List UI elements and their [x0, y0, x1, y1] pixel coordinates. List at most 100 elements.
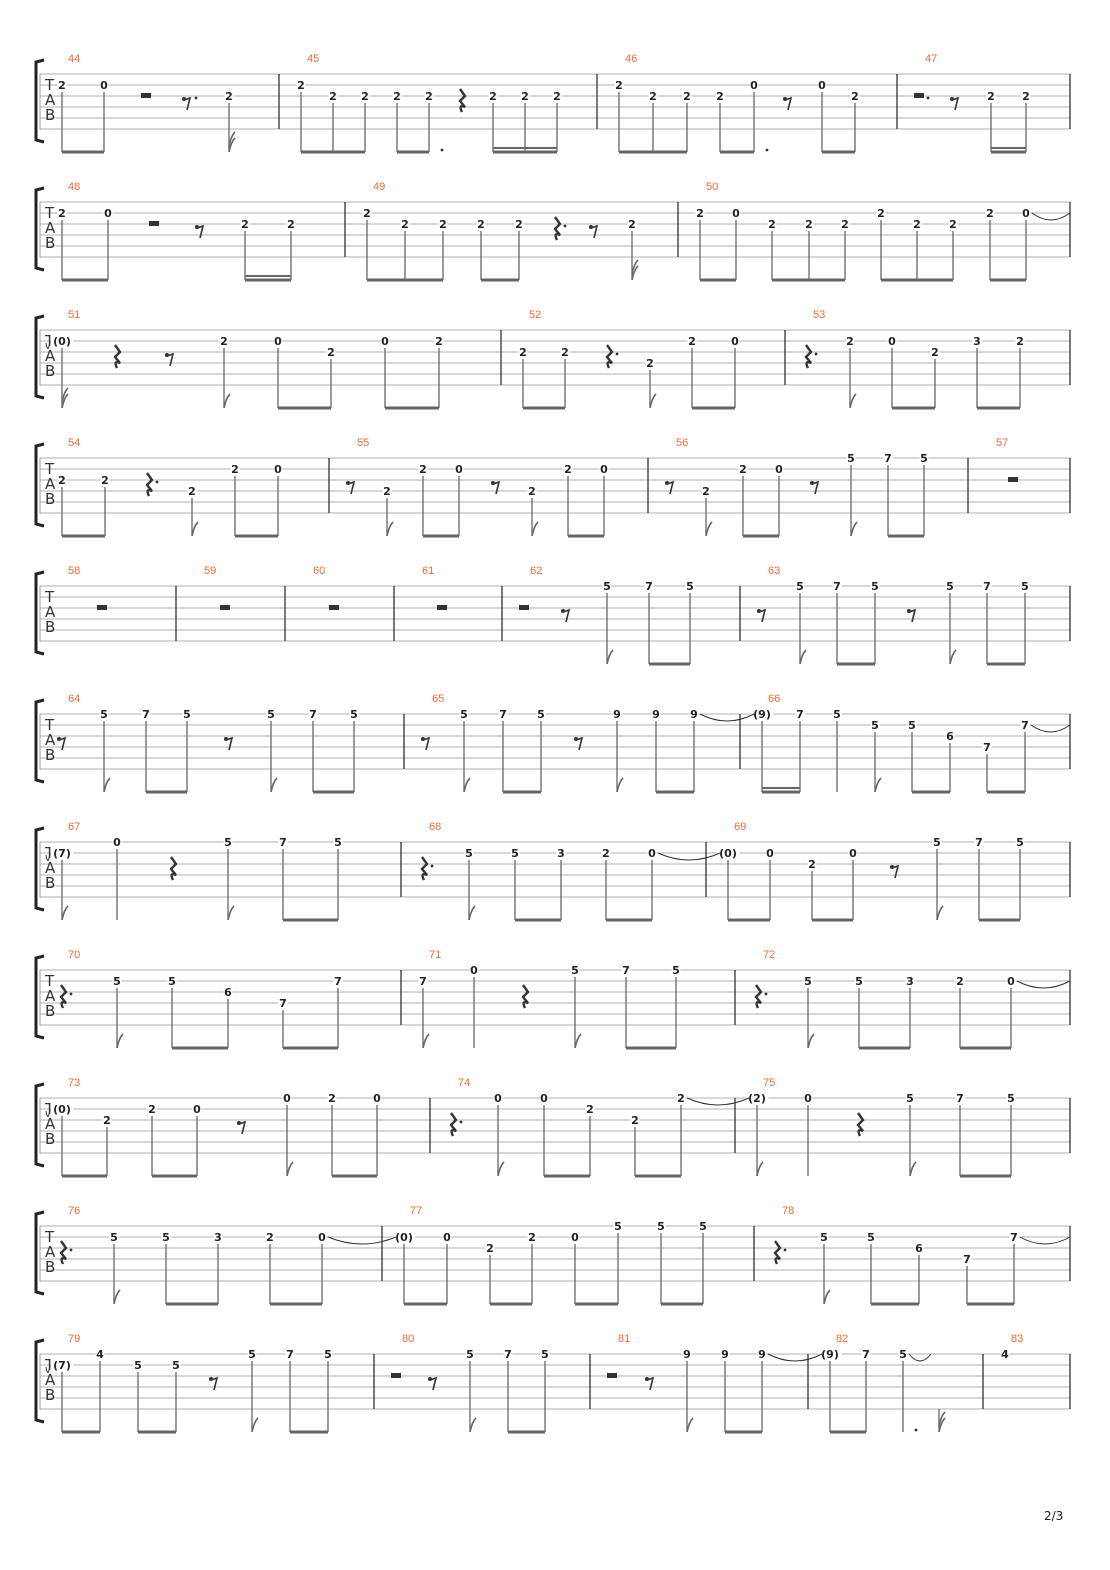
eighth-rest-glyph — [422, 736, 431, 751]
tie-arc — [657, 852, 721, 861]
fret-number: 7 — [279, 836, 287, 849]
dot — [783, 1248, 787, 1252]
note-flag — [469, 1417, 477, 1433]
fret-number: 0 — [849, 847, 857, 860]
note-bg — [109, 1231, 119, 1242]
tab-note: 5 — [866, 1231, 876, 1304]
fret-number: 5 — [1007, 1092, 1015, 1105]
note-bg — [985, 207, 995, 218]
rest-16 — [182, 96, 198, 111]
tab-note: 2 — [224, 90, 236, 153]
fret-number: 7 — [983, 741, 991, 754]
fret-number: 7 — [286, 1348, 294, 1361]
measure-number: 77 — [410, 1205, 422, 1217]
tab-note: 2 — [912, 218, 922, 280]
tab-note: 6 — [945, 730, 955, 792]
fret-number: 5 — [796, 580, 804, 593]
fret-number: 5 — [134, 1359, 142, 1372]
note-bg — [962, 1253, 972, 1264]
note-flag — [874, 777, 882, 793]
system-bracket — [34, 570, 45, 656]
fret-number: 5 — [867, 1231, 875, 1244]
tab-note: 3 — [905, 975, 915, 1048]
note-bg — [803, 1092, 813, 1103]
note-flag — [574, 1033, 582, 1049]
note-bg — [986, 90, 996, 101]
quarter-rest-glyph — [145, 472, 154, 497]
measure-number: 68 — [429, 821, 441, 833]
tab-note: 9 — [720, 1348, 730, 1432]
staff-system: TAB 48 2 0 2 2 49 2 2 2 2 2 2 50 2 0 2 2 2 2 2 2 2 0 — [34, 181, 1071, 282]
note-bg — [57, 207, 67, 218]
note-bg — [282, 1092, 292, 1103]
measure-number: 64 — [68, 693, 80, 705]
tab-note: 5 — [602, 580, 614, 665]
fret-number: (7) — [53, 1359, 71, 1372]
fret-number: 6 — [946, 730, 954, 743]
fret-number: 5 — [672, 964, 680, 977]
tab-note: 0 — [469, 964, 479, 1048]
note-flag — [938, 1417, 946, 1433]
measure-number: 63 — [768, 565, 780, 577]
tab-note: 7 — [883, 452, 893, 536]
note-flag — [936, 905, 944, 921]
measure-number: 70 — [68, 949, 80, 961]
tab-note: 0 — [99, 79, 109, 152]
tab-note: 7 — [974, 836, 984, 920]
quarter-rest-glyph — [59, 1240, 68, 1265]
note-flag — [61, 905, 69, 921]
fret-number: 7 — [963, 1253, 971, 1266]
rest-8 — [561, 608, 571, 623]
quarter-rest-glyph — [773, 1240, 782, 1265]
fret-number: 5 — [908, 719, 916, 732]
note-bg — [765, 847, 775, 858]
note-bg — [1020, 719, 1030, 730]
tab-note: 7 — [278, 997, 288, 1048]
tab-note: 2 — [382, 485, 394, 537]
note-bg — [539, 1092, 549, 1103]
fret-number: 5 — [946, 580, 954, 593]
note-bg — [945, 580, 955, 591]
rest-8 — [195, 224, 205, 239]
fret-number: 3 — [214, 1231, 222, 1244]
fret-number: 5 — [906, 1092, 914, 1105]
tab-note: 0 — [848, 847, 858, 920]
note-flag — [606, 649, 614, 665]
fret-number: 2 — [58, 474, 66, 487]
fret-number: 2 — [808, 858, 816, 871]
rest-block — [391, 1373, 401, 1378]
fret-number: 0 — [274, 463, 282, 476]
note-bg — [907, 719, 917, 730]
tab-note: 2 — [986, 90, 996, 152]
fret-number: 2 — [328, 1092, 336, 1105]
tab-note: 7 — [644, 580, 654, 664]
tab-note: 0 — [817, 79, 827, 152]
fret-number: 2 — [564, 463, 572, 476]
fret-number: 5 — [933, 836, 941, 849]
note-bg — [556, 847, 566, 858]
staff-system: TAB 44 2 0 2 45 2 2 2 2 2 2 2 2 46 2 2 2 2 0 0 2 47 2 2 — [34, 53, 1071, 154]
eighth-rest-glyph — [166, 352, 175, 367]
fret-number: 5 — [465, 847, 473, 860]
tab-clef-letter: T — [44, 588, 55, 606]
note-bg — [362, 207, 372, 218]
tab-clef-letter: A — [45, 987, 56, 1005]
fret-number: 3 — [906, 975, 914, 988]
fret-number: (0) — [53, 1103, 71, 1116]
quarter-rest-glyph — [449, 1112, 458, 1137]
note-flag — [61, 393, 69, 409]
note-bg — [819, 1231, 829, 1242]
note-bg — [317, 1231, 327, 1242]
note-bg — [273, 463, 283, 474]
tab-note: 0 — [317, 1231, 327, 1304]
tab-note: 2 — [930, 346, 940, 408]
tie-arc — [1031, 212, 1071, 221]
fret-number: 2 — [425, 90, 433, 103]
note-flag — [286, 1161, 294, 1177]
tab-note: (9) — [818, 1348, 842, 1432]
fret-number: 5 — [511, 847, 519, 860]
tab-clef-letter: T — [44, 76, 55, 94]
rest-8 — [890, 864, 900, 879]
tab-note: 2 — [57, 207, 67, 280]
fret-number: 2 — [739, 463, 747, 476]
